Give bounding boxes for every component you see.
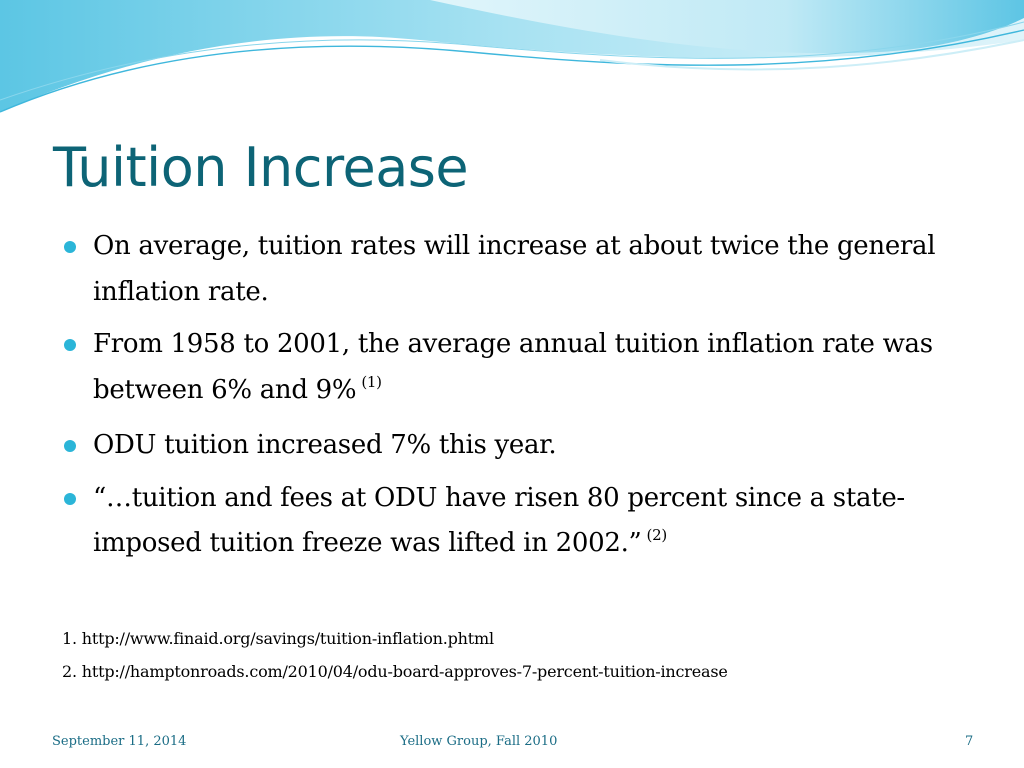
header-wave-decoration — [0, 0, 1024, 113]
bullet-list: On average, tuition rates will increase … — [62, 224, 962, 577]
slide-title: Tuition Increase — [53, 136, 469, 199]
bullet-marker-icon — [64, 440, 76, 452]
slide-number: 7 — [965, 734, 974, 749]
bullet-item: On average, tuition rates will increase … — [62, 224, 962, 315]
citation-marker: (1) — [361, 372, 382, 391]
citation-marker: (2) — [646, 526, 668, 544]
reference-list: 1. http://www.finaid.org/savings/tuition… — [62, 622, 728, 688]
bullet-marker-icon — [64, 241, 76, 253]
bullet-item: From 1958 to 2001, the average annual tu… — [62, 322, 962, 416]
footer-date: September 11, 2014 — [52, 734, 187, 749]
bullet-text: ODU tuition increased 7% this year. — [93, 430, 557, 460]
bullet-marker-icon — [64, 339, 76, 351]
bullet-text: “…tuition and fees at ODU have risen 80 … — [93, 482, 905, 559]
bullet-item: “…tuition and fees at ODU have risen 80 … — [62, 476, 962, 570]
bullet-marker-icon — [64, 492, 76, 505]
bullet-text: From 1958 to 2001, the average annual tu… — [93, 329, 933, 405]
bullet-text: On average, tuition rates will increase … — [93, 231, 936, 307]
footer-group: Yellow Group, Fall 2010 — [400, 734, 558, 749]
bullet-item: ODU tuition increased 7% this year. — [62, 423, 962, 469]
reference-link[interactable]: 2. http://hamptonroads.com/2010/04/odu-b… — [62, 662, 728, 681]
reference-link[interactable]: 1. http://www.finaid.org/savings/tuition… — [62, 629, 494, 648]
